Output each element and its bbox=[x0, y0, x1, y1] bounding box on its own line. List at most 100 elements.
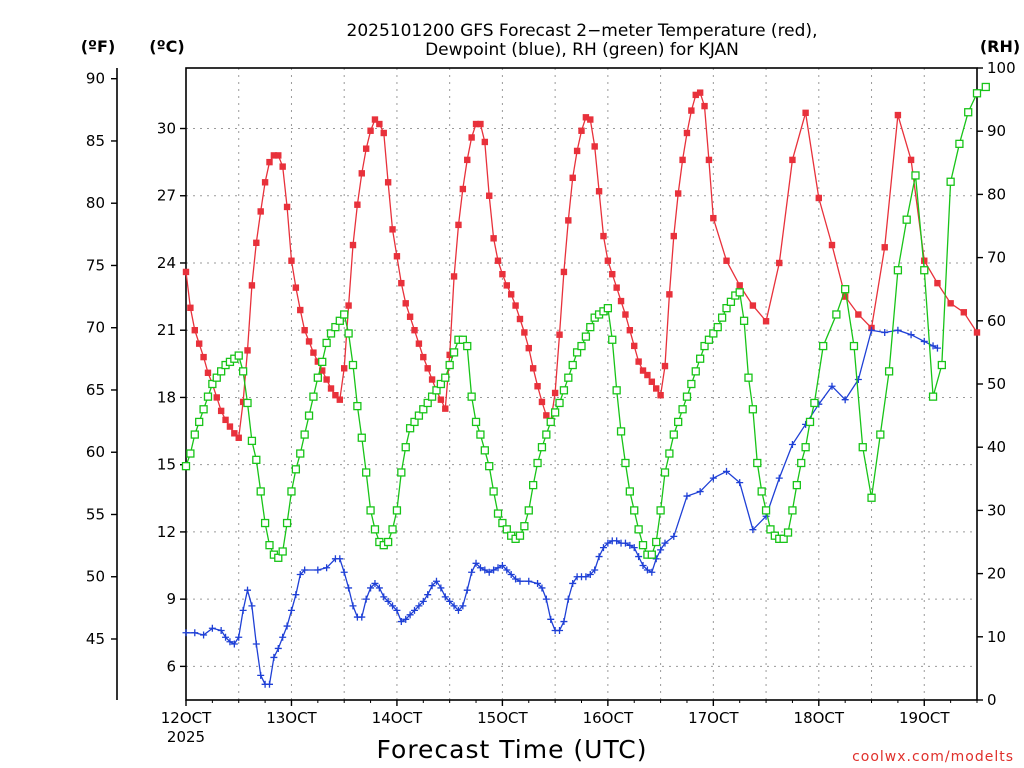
data-point bbox=[911, 171, 920, 180]
data-point bbox=[213, 394, 220, 401]
data-point bbox=[362, 145, 370, 152]
data-point bbox=[230, 640, 238, 648]
data-point bbox=[235, 434, 242, 441]
data-point bbox=[828, 382, 836, 390]
data-point bbox=[503, 282, 510, 289]
data-point bbox=[648, 378, 656, 385]
data-point bbox=[674, 417, 683, 427]
fahrenheit-tick-label: 80 bbox=[86, 194, 105, 212]
data-point bbox=[199, 405, 208, 414]
data-point bbox=[696, 354, 705, 363]
data-point bbox=[318, 357, 327, 367]
data-point bbox=[182, 629, 190, 637]
data-point bbox=[586, 570, 594, 578]
axes: 6 9 12 15 18 21 24 27 30 45 50 55 60 65 70 75 80 85 90 0 10 2… bbox=[86, 59, 1016, 746]
data-point bbox=[894, 326, 902, 334]
data-point bbox=[248, 602, 256, 610]
data-point bbox=[626, 327, 634, 334]
data-point bbox=[331, 322, 340, 332]
data-point bbox=[700, 341, 709, 351]
data-point bbox=[414, 411, 424, 420]
data-point bbox=[934, 279, 941, 287]
data-point bbox=[234, 351, 243, 360]
data-point bbox=[305, 338, 313, 345]
data-point bbox=[516, 577, 524, 585]
data-point bbox=[283, 622, 291, 630]
data-point bbox=[367, 127, 374, 134]
data-point bbox=[534, 383, 541, 390]
data-point bbox=[736, 282, 743, 289]
data-point bbox=[537, 443, 547, 452]
rh-unit-label: (RH) bbox=[980, 37, 1020, 56]
data-point bbox=[445, 360, 454, 370]
data-point bbox=[723, 467, 731, 475]
data-point bbox=[335, 316, 344, 325]
data-point bbox=[921, 257, 928, 264]
data-point bbox=[933, 344, 941, 352]
data-point bbox=[881, 244, 888, 251]
data-point bbox=[739, 316, 749, 325]
data-point bbox=[287, 606, 295, 614]
data-point bbox=[292, 591, 300, 599]
data-point bbox=[323, 376, 330, 383]
data-point bbox=[442, 405, 449, 412]
data-point bbox=[748, 405, 758, 414]
data-point bbox=[406, 611, 414, 619]
data-point bbox=[415, 340, 423, 347]
data-point bbox=[472, 120, 480, 128]
data-point bbox=[705, 156, 713, 164]
data-point bbox=[203, 392, 213, 401]
data-point bbox=[920, 337, 928, 345]
data-point bbox=[401, 443, 410, 452]
data-point bbox=[502, 525, 511, 534]
data-point bbox=[375, 584, 383, 592]
data-point bbox=[753, 458, 762, 468]
data-point bbox=[717, 313, 727, 322]
data-point bbox=[564, 373, 573, 382]
fahrenheit-unit-label: (ºF) bbox=[81, 37, 116, 56]
data-point bbox=[810, 398, 819, 408]
data-point bbox=[630, 506, 639, 515]
data-point bbox=[405, 424, 415, 433]
data-point bbox=[279, 163, 286, 170]
celsius-unit-label: (ºC) bbox=[149, 37, 184, 56]
data-point bbox=[279, 633, 287, 641]
data-point bbox=[736, 479, 744, 487]
data-point bbox=[357, 433, 366, 442]
series-dewpoint-c bbox=[182, 326, 941, 688]
data-point bbox=[783, 528, 793, 537]
celsius-tick-label: 15 bbox=[157, 456, 176, 474]
data-point bbox=[929, 342, 937, 350]
data-point bbox=[766, 525, 775, 534]
rh-tick-label: 70 bbox=[987, 249, 1006, 267]
data-point bbox=[384, 597, 392, 605]
data-point bbox=[625, 487, 634, 496]
data-point bbox=[556, 627, 564, 635]
data-point bbox=[819, 341, 828, 351]
series-line bbox=[185, 91, 978, 440]
data-point bbox=[735, 288, 744, 297]
data-point bbox=[582, 114, 590, 121]
data-point bbox=[282, 518, 292, 528]
celsius-tick-label: 30 bbox=[157, 120, 176, 138]
data-point bbox=[643, 566, 651, 574]
data-point bbox=[322, 338, 331, 348]
data-point bbox=[972, 89, 982, 98]
data-point bbox=[876, 430, 885, 439]
data-point bbox=[371, 116, 379, 123]
series-layer bbox=[181, 82, 990, 688]
data-point bbox=[691, 367, 700, 376]
data-point bbox=[507, 570, 515, 578]
data-point bbox=[362, 595, 370, 603]
data-point bbox=[389, 226, 396, 233]
data-point bbox=[613, 284, 620, 291]
data-point bbox=[635, 358, 642, 365]
data-point bbox=[775, 474, 783, 482]
data-point bbox=[591, 566, 599, 574]
data-point bbox=[964, 108, 973, 117]
data-point bbox=[257, 671, 265, 679]
data-point bbox=[516, 315, 524, 323]
data-point bbox=[437, 396, 445, 403]
fahrenheit-tick-label: 85 bbox=[86, 132, 105, 150]
data-point bbox=[455, 221, 462, 229]
